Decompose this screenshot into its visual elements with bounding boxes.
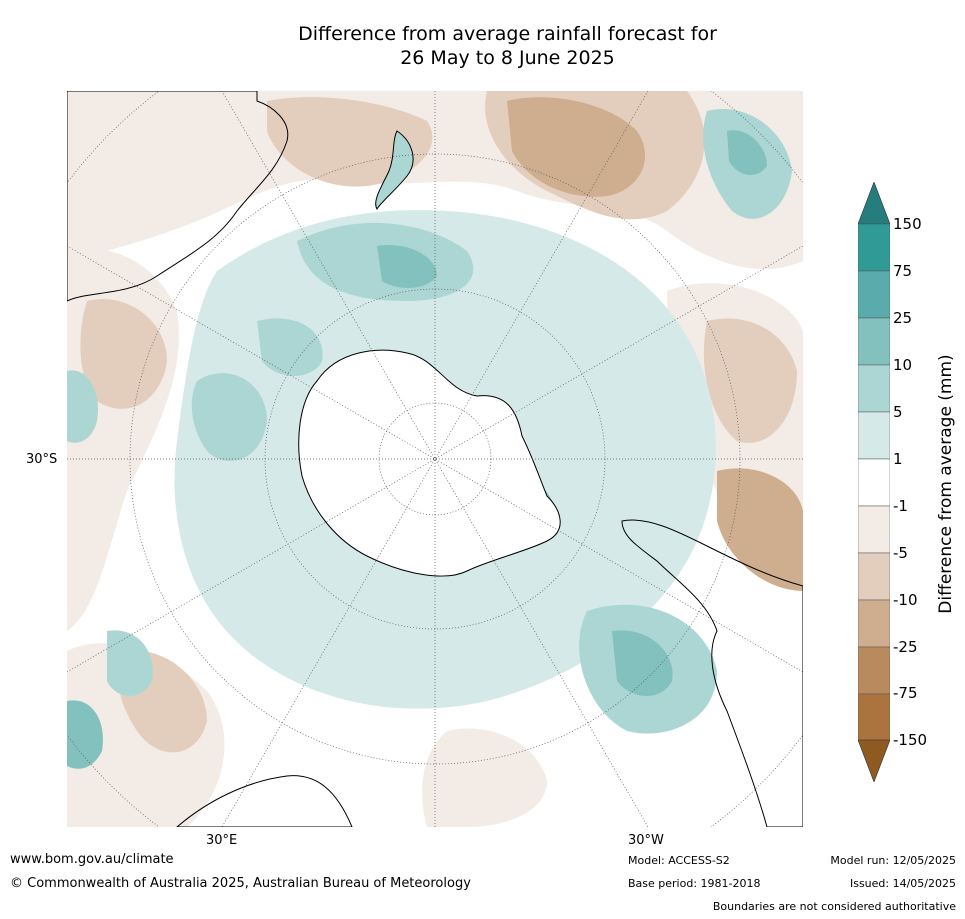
colorbar-tick-m150: -150 [893, 731, 928, 749]
colorbar-band-m75-m150 [858, 693, 890, 741]
dry-anomaly-regions [67, 91, 803, 827]
colorbar-band-10-25 [858, 317, 890, 366]
map-title: Difference from average rainfall forecas… [0, 22, 965, 70]
model-name: Model: ACCESS-S2 [628, 854, 730, 867]
colorbar-band-25-75 [858, 270, 890, 319]
colorbar-tick-150: 150 [893, 215, 922, 233]
polar-map [67, 91, 803, 827]
lon-label-30w: 30°W [628, 833, 664, 848]
boundary-disclaimer: Boundaries are not considered authoritat… [712, 900, 956, 913]
colorbar-band-m5-m10 [858, 552, 890, 601]
colorbar-band-m1-m5 [858, 505, 890, 554]
colorbar-band-neutral [858, 458, 890, 507]
colorbar-tick-m1: -1 [893, 497, 908, 515]
colorbar-band-1-5 [858, 411, 890, 460]
colorbar-tick-m75: -75 [893, 684, 918, 702]
issued-date: Issued: 14/05/2025 [849, 877, 956, 890]
africa-outline [176, 775, 353, 827]
colorbar-band-m10-m25 [858, 599, 890, 648]
south-america-outline [621, 519, 803, 827]
polar-map-svg [67, 91, 803, 827]
colorbar-min-arrow [858, 739, 890, 782]
colorbar-tick-1: 1 [893, 450, 903, 468]
colorbar [858, 182, 890, 782]
colorbar-tick-75: 75 [893, 262, 913, 280]
colorbar-tick-m10: -10 [893, 591, 918, 609]
graticule [67, 91, 803, 827]
new-zealand-outline [375, 130, 414, 210]
colorbar-band-75-150 [858, 223, 890, 272]
colorbar-tick-m25: -25 [893, 638, 918, 656]
colorbar-tick-25: 25 [893, 309, 913, 327]
colorbar-max-arrow [858, 182, 890, 225]
base-period: Base period: 1981-2018 [628, 877, 761, 890]
lon-label-30e: 30°E [206, 833, 238, 848]
colorbar-title: Difference from average (mm) [936, 354, 956, 614]
colorbar-band-m25-m75 [858, 646, 890, 695]
colorbar-tick-5: 5 [893, 403, 903, 421]
colorbar-tick-10: 10 [893, 356, 913, 374]
australia-outline [67, 91, 289, 302]
antarctica-outline [298, 349, 561, 577]
lat-label-30s: 30°S [26, 452, 58, 467]
title-line-1: Difference from average rainfall forecas… [298, 23, 717, 45]
colorbar-tick-m5: -5 [893, 544, 908, 562]
footer-url[interactable]: www.bom.gov.au/climate [10, 852, 174, 867]
footer-copyright: © Commonwealth of Australia 2025, Austra… [10, 876, 471, 891]
title-line-2: 26 May to 8 June 2025 [400, 47, 615, 69]
colorbar-band-5-10 [858, 364, 890, 413]
model-run: Model run: 12/05/2025 [830, 854, 956, 867]
